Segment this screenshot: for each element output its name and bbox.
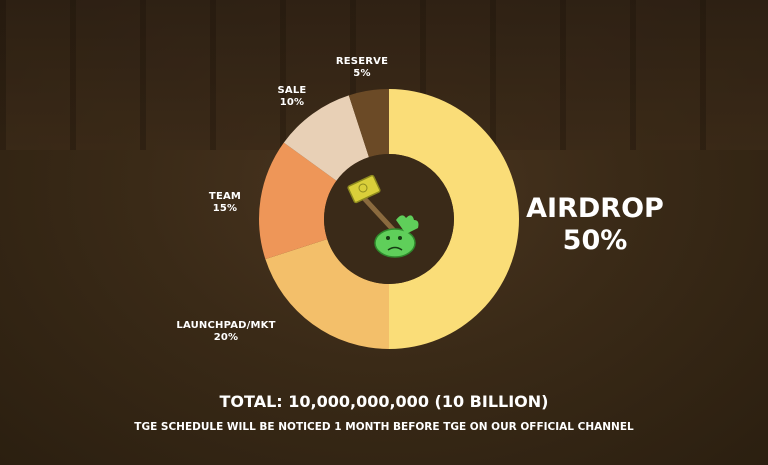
slice-value: 5% [353, 68, 371, 79]
slice-value: 15% [212, 203, 238, 214]
slice-launchpad-mkt [265, 239, 389, 349]
label-reserve: RESERVE 5% [336, 56, 388, 80]
total-supply: TOTAL: 10,000,000,000 (10 BILLION) [219, 392, 549, 411]
slice-label: TEAM [208, 191, 242, 202]
slice-label: LAUNCHPAD/MKT [176, 320, 276, 331]
slice-value: 50% [562, 225, 628, 256]
label-team: TEAM 15% [209, 191, 241, 215]
slice-team [259, 142, 337, 260]
label-sale: SALE 10% [278, 85, 307, 109]
slice-reserve [348, 89, 389, 158]
label-launchpad: LAUNCHPAD/MKT 20% [176, 320, 275, 344]
label-airdrop: AIRDROP 50% [526, 193, 664, 257]
slice-label: AIRDROP [526, 193, 664, 224]
slice-value: 20% [213, 332, 239, 343]
hammer-slime-mascot-icon [347, 174, 419, 258]
slice-value: 10% [279, 97, 305, 108]
donut-hole [324, 154, 454, 284]
slice-label: SALE [277, 85, 307, 96]
tge-note: TGE SCHEDULE WILL BE NOTICED 1 MONTH BEF… [134, 421, 634, 433]
slice-label: RESERVE [335, 56, 389, 67]
slice-sale [283, 95, 369, 181]
